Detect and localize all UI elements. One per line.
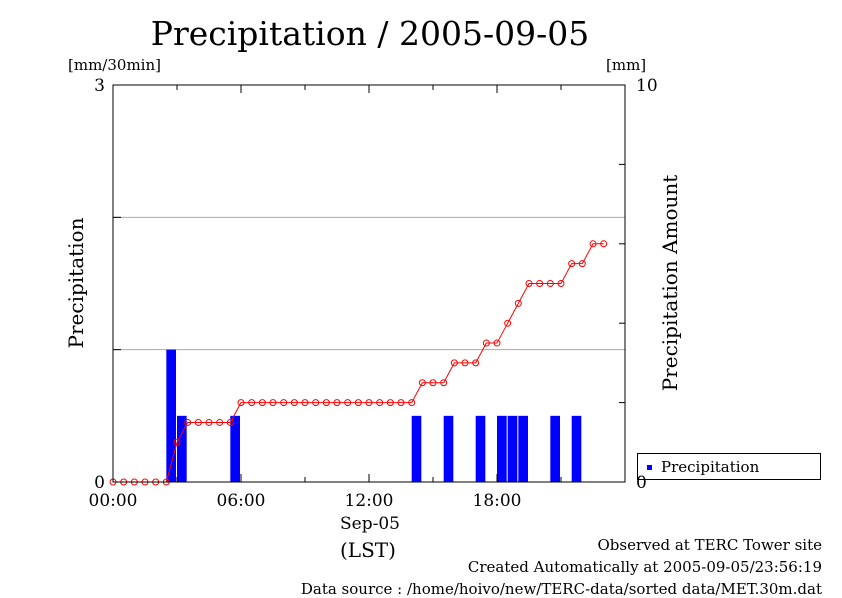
precipitation-bar <box>166 349 176 482</box>
precipitation-bar <box>497 415 507 482</box>
amount-point <box>226 418 234 426</box>
precipitation-bar <box>411 415 422 482</box>
legend-swatch-icon <box>647 465 652 470</box>
precipitation-bar <box>475 415 486 482</box>
amount-point <box>269 399 277 407</box>
amount-point <box>568 260 576 268</box>
axis-ticks: 00:00 06:00 12:00 18:00 0 3 0 10 <box>89 76 658 511</box>
amount-point <box>525 280 533 287</box>
amount-point <box>354 399 362 407</box>
precipitation-bar <box>230 415 240 482</box>
amount-point <box>504 319 512 327</box>
amount-line <box>113 243 604 483</box>
amount-point <box>461 359 469 367</box>
amount-point <box>376 399 384 407</box>
x-tick-label: 12:00 <box>345 491 394 511</box>
precipitation-bar <box>177 415 187 482</box>
precipitation-bar <box>571 415 582 482</box>
amount-point <box>589 240 597 248</box>
amount-point <box>386 399 394 407</box>
y-tick-label-left: 0 <box>94 473 105 493</box>
x-axis-date-label: Sep-05 <box>340 514 400 534</box>
amount-point <box>194 418 202 426</box>
precipitation-bars <box>166 349 582 482</box>
amount-point <box>429 379 437 387</box>
amount-point <box>557 280 565 287</box>
amount-point <box>600 240 608 248</box>
x-tick-label: 18:00 <box>473 491 522 511</box>
amount-point <box>472 359 480 367</box>
chart-title: Precipitation / 2005-09-05 <box>150 14 590 53</box>
precipitation-bar <box>507 415 518 482</box>
amount-point <box>418 379 426 387</box>
amount-point <box>280 399 288 407</box>
amount-point <box>173 438 181 446</box>
amount-point <box>482 339 490 347</box>
amount-point <box>301 399 309 407</box>
y-tick-label-right: 0 <box>636 473 647 493</box>
amount-point <box>290 399 298 407</box>
amount-point <box>205 418 213 426</box>
amount-point <box>333 399 341 407</box>
legend: Precipitation <box>637 453 821 480</box>
y-tick-label-right: 10 <box>636 76 658 96</box>
amount-point <box>536 280 544 287</box>
amount-point <box>450 359 458 367</box>
amount-point <box>365 399 373 407</box>
x-tick-label: 00:00 <box>89 491 138 511</box>
x-tick-label: 06:00 <box>217 491 266 511</box>
amount-point <box>248 399 256 407</box>
footer-observed: Observed at TERC Tower site <box>597 536 822 554</box>
amount-point <box>397 399 405 407</box>
amount-point <box>344 399 352 407</box>
amount-point <box>237 399 245 407</box>
amount-point <box>408 399 416 407</box>
amount-point <box>514 299 522 307</box>
amount-point <box>440 379 448 387</box>
amount-point <box>322 399 330 407</box>
amount-point <box>578 260 586 268</box>
x-axis-timezone-label: (LST) <box>340 538 396 562</box>
precipitation-bar <box>443 415 454 482</box>
amount-point <box>184 418 192 426</box>
amount-point <box>312 399 320 407</box>
legend-label: Precipitation <box>661 458 760 476</box>
amount-point <box>493 339 501 347</box>
y-tick-label-left: 3 <box>94 76 105 96</box>
precipitation-bar <box>518 415 528 482</box>
right-axis-unit: [mm] <box>606 56 647 74</box>
amount-point <box>546 280 554 287</box>
amount-point <box>216 418 224 426</box>
footer-created: Created Automatically at 2005-09-05/23:5… <box>467 558 822 576</box>
gridlines <box>113 216 625 351</box>
footer-source: Data source : /home/hoivo/new/TERC-data/… <box>300 580 822 598</box>
precipitation-bar <box>550 415 560 482</box>
left-axis-unit: [mm/30min] <box>68 56 161 74</box>
amount-point <box>258 399 266 407</box>
